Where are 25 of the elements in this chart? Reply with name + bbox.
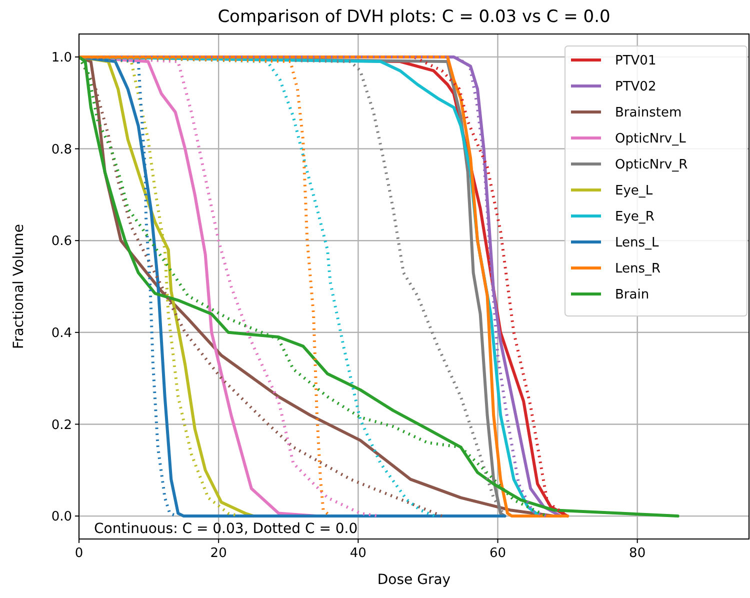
x-tick-label: 60 (489, 546, 506, 561)
chart-title: Comparison of DVH plots: C = 0.03 vs C = 0.0 (218, 7, 610, 27)
x-tick-label: 80 (629, 546, 646, 561)
legend-label: Lens_R (615, 262, 661, 277)
x-axis-title: Dose Gray (377, 572, 451, 588)
legend-label: Lens_L (615, 236, 660, 251)
legend-label: Eye_R (615, 210, 654, 225)
legend-label: Brainstem (615, 106, 682, 121)
y-tick-label: 1.0 (51, 50, 72, 66)
annotation: Continuous: C = 0.03, Dotted C = 0.0 (94, 521, 358, 537)
y-tick-label: 0.2 (51, 418, 72, 433)
legend-label: PTV01 (615, 54, 656, 69)
x-tick-label: 20 (210, 546, 227, 561)
x-tick-label: 0 (74, 546, 84, 561)
legend-label: Brain (615, 288, 650, 303)
y-tick-label: 0.6 (51, 234, 72, 250)
legend-label: PTV02 (615, 80, 656, 95)
x-tick-label: 40 (350, 546, 366, 561)
y-tick-label: 0.0 (51, 510, 72, 525)
y-axis-title: Fractional Volume (11, 224, 27, 349)
legend-label: OpticNrv_R (615, 158, 688, 173)
legend-label: Eye_L (615, 184, 654, 199)
legend-label: OpticNrv_L (615, 132, 687, 147)
y-tick-label: 0.4 (51, 326, 72, 341)
y-tick-label: 0.8 (51, 142, 72, 158)
